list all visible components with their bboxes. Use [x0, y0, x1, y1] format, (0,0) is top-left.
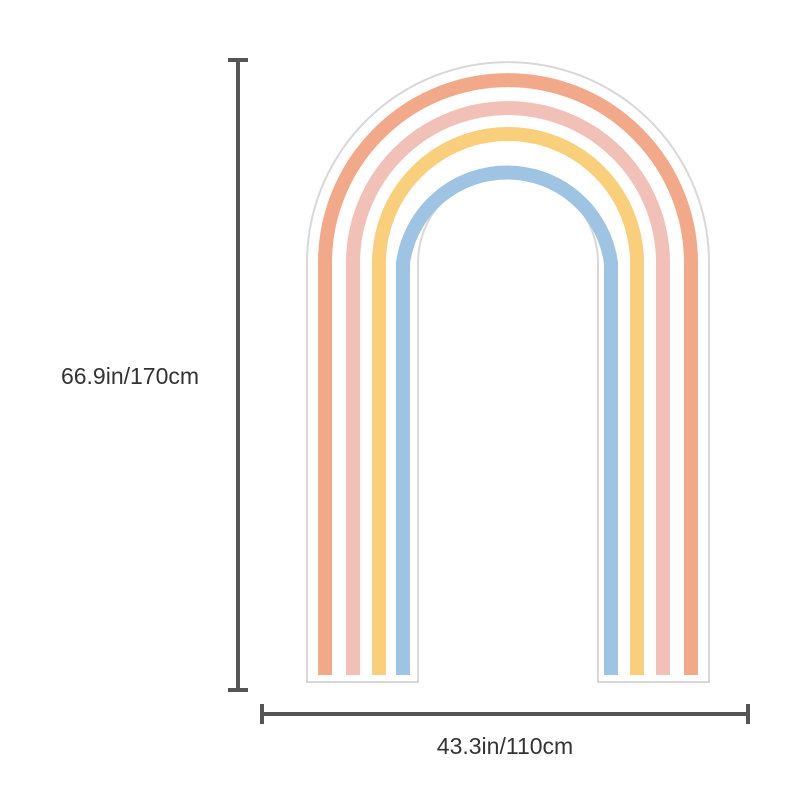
- width-dimension-line: [260, 704, 750, 724]
- height-label: 66.9in/170cm: [61, 363, 199, 389]
- width-label: 43.3in/110cm: [437, 733, 573, 759]
- height-dimension-line: [228, 58, 248, 692]
- stripe-pink: [346, 101, 670, 675]
- stripe-blue: [396, 165, 618, 675]
- rainbow-stripes: [318, 73, 698, 675]
- stripe-orange: [318, 73, 698, 675]
- stripe-yellow: [372, 127, 644, 675]
